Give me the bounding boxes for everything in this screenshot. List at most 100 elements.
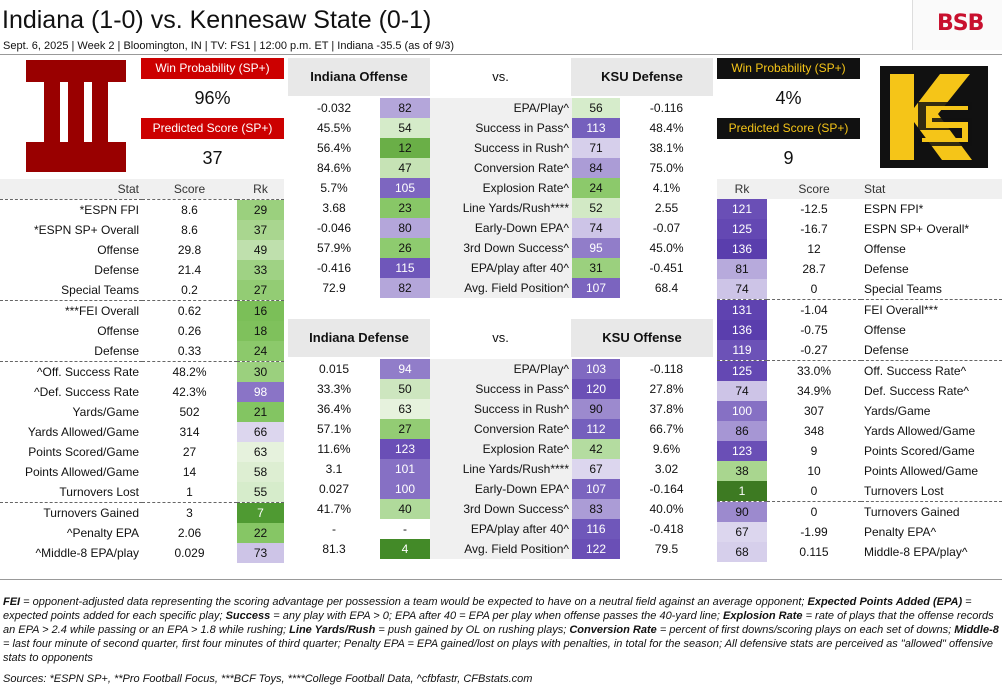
matchup-row: 41.7% 40 3rd Down Success^ 83 40.0% [288, 499, 713, 519]
stat-label: Defense [0, 341, 142, 362]
table-row: Yards Allowed/Game 314 66 [0, 422, 284, 442]
game-info: Sept. 6, 2025 | Week 2 | Bloomington, IN… [3, 40, 455, 52]
indiana-stats-table: Stat Score Rk *ESPN FPI 8.6 29 *ESPN SP+ Over… [0, 179, 284, 563]
footnote-text: = expected points added for each specifi… [3, 596, 972, 622]
left-value: 3.68 [322, 201, 346, 215]
table-row: 125 -16.7 ESPN SP+ Overall* [717, 219, 1002, 239]
matchup-row: 11.6% 123 Explosion Rate^ 42 9.6% [288, 439, 713, 459]
stat-score: 8.6 [181, 203, 198, 217]
right-rank: 122 [572, 539, 620, 559]
right-rank: 90 [572, 399, 620, 419]
stat-label: FEI Overall*** [864, 303, 939, 317]
left-value: 84.6% [316, 161, 352, 175]
left-value: 72.9 [322, 281, 346, 295]
left-rank: 47 [380, 158, 430, 178]
col-header-stat: Stat [864, 182, 886, 196]
matchup-row: 45.5% 54 Success in Pass^ 113 48.4% [288, 118, 713, 138]
table-row: Turnovers Lost 1 55 [0, 482, 284, 503]
right-rank: 107 [572, 479, 620, 499]
stat-score: 307 [803, 404, 825, 418]
matchup-stat: Explosion Rate^ [430, 439, 572, 459]
stat-score: 0 [810, 505, 818, 519]
right-value: -0.451 [649, 261, 684, 275]
matchup-row: 3.1 101 Line Yards/Rush**** 67 3.02 [288, 459, 713, 479]
stat-label: Offense [864, 242, 906, 256]
stat-label: Yards/Game [864, 404, 931, 418]
left-rank: 82 [380, 98, 430, 118]
indiana-wp-label: Win Probability (SP+) [141, 58, 284, 79]
ksu-wp-label: Win Probability (SP+) [717, 58, 860, 79]
stat-score: 348 [803, 424, 825, 438]
left-value: 11.6% [317, 442, 351, 456]
right-rank: 31 [572, 258, 620, 278]
ksu-offense-title: KSU Offense [571, 319, 713, 357]
left-rank: 26 [380, 238, 430, 258]
left-rank: 123 [380, 439, 430, 459]
table-row: Points Scored/Game 27 63 [0, 442, 284, 462]
stat-label: Turnovers Lost [861, 481, 1002, 502]
stat-label: Penalty EPA^ [864, 525, 937, 539]
stat-rank: 119 [717, 340, 767, 361]
table-row: Defense 0.33 24 [0, 341, 284, 362]
table-row: ^Penalty EPA 2.06 22 [0, 523, 284, 543]
right-rank: 74 [572, 218, 620, 238]
left-rank: 50 [380, 379, 430, 399]
stat-rank: 24 [237, 341, 284, 362]
right-rank: 120 [572, 379, 620, 399]
left-rank: 12 [380, 138, 430, 158]
footnote-term: Explosion Rate [723, 610, 803, 622]
table-row: 67 -1.99 Penalty EPA^ [717, 522, 1002, 542]
matchup-row: 3.68 23 Line Yards/Rush**** 52 2.55 [288, 198, 713, 218]
stat-label: Yards Allowed/Game [864, 424, 976, 438]
table-row: ^Middle-8 EPA/play 0.029 73 [0, 543, 284, 563]
left-value: 0.027 [318, 482, 350, 496]
footnote-text: = opponent-adjusted data representing th… [20, 596, 808, 608]
stat-score: 0.115 [799, 545, 829, 559]
right-rank: 56 [572, 98, 620, 118]
right-value: -0.07 [652, 221, 681, 235]
table-row: 121 -12.5 ESPN FPI* [717, 199, 1002, 219]
indiana-prediction-card: Win Probability (SP+) 96% Predicted Scor… [141, 58, 284, 178]
stat-label: Special Teams [861, 279, 1002, 300]
matchup-stat: 3rd Down Success^ [430, 238, 572, 258]
right-value: -0.116 [649, 101, 684, 115]
stat-rank: 33 [237, 260, 284, 280]
left-rank: - [380, 519, 430, 539]
right-rank: 116 [572, 519, 620, 539]
page-title: Indiana (1-0) vs. Kennesaw State (0-1) [2, 6, 432, 34]
stat-rank: 21 [237, 402, 284, 422]
matchup-row: -0.416 115 EPA/play after 40^ 31 -0.451 [288, 258, 713, 278]
table-row: 90 0 Turnovers Gained [717, 501, 1002, 522]
stat-label: ESPN SP+ Overall* [864, 222, 970, 236]
right-rank: 84 [572, 158, 620, 178]
matchup-row: 0.027 100 Early-Down EPA^ 107 -0.164 [288, 479, 713, 499]
stat-label: Off. Success Rate^ [864, 364, 967, 378]
indiana-ps-value: 37 [141, 139, 284, 178]
right-value: 40.0% [649, 502, 684, 516]
table-row: 1 0 Turnovers Lost [717, 481, 1002, 502]
stat-rank: 98 [237, 382, 284, 402]
stat-score: 8.6 [181, 223, 198, 237]
stat-rank: 49 [237, 240, 284, 260]
stat-rank: 30 [237, 361, 284, 382]
stat-label: Defense [864, 262, 909, 276]
footer-divider [0, 579, 1002, 580]
stat-rank: 37 [237, 220, 284, 240]
right-value: 66.7% [649, 422, 684, 436]
bsb-logo: BSB [912, 0, 1002, 50]
footnote-term: Line Yards/Rush [289, 624, 376, 636]
left-rank: 100 [380, 479, 430, 499]
right-value: 38.1% [649, 141, 684, 155]
left-rank: 101 [380, 459, 430, 479]
footnote-text: = percent of first downs/scoring plays o… [656, 624, 955, 636]
stat-rank: 90 [717, 501, 767, 522]
stat-score: 2.06 [177, 526, 202, 540]
stat-rank: 125 [717, 360, 767, 381]
stat-score: 0 [767, 481, 861, 502]
left-rank: 94 [380, 359, 430, 379]
table-row: *ESPN FPI 8.6 29 [0, 199, 284, 220]
left-value: 81.3 [322, 542, 346, 556]
stat-score: 3 [186, 506, 193, 520]
stat-score: 12 [807, 242, 821, 256]
stat-rank: 22 [237, 523, 284, 543]
